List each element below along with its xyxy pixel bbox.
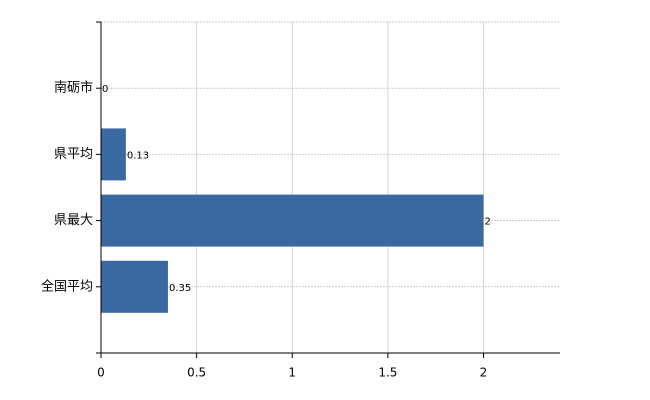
y-tick-label: 南砺市 — [54, 80, 93, 96]
bar — [101, 260, 168, 313]
y-tick-label: 県平均 — [54, 147, 93, 162]
value-label: 0 — [102, 84, 108, 95]
x-tick-label: 0.5 — [187, 366, 206, 380]
y-tick-label: 全国平均 — [41, 278, 93, 294]
x-tick-label: 2 — [480, 366, 488, 380]
bar — [101, 128, 126, 181]
value-label: 2 — [485, 217, 491, 228]
x-tick-label: 1.5 — [378, 366, 397, 380]
value-label: 0.13 — [127, 150, 149, 161]
value-label: 0.35 — [169, 283, 191, 294]
x-tick-label: 0 — [97, 366, 105, 380]
x-tick-label: 1 — [288, 366, 296, 380]
y-tick-label: 県最大 — [54, 213, 93, 228]
bar — [101, 194, 484, 247]
